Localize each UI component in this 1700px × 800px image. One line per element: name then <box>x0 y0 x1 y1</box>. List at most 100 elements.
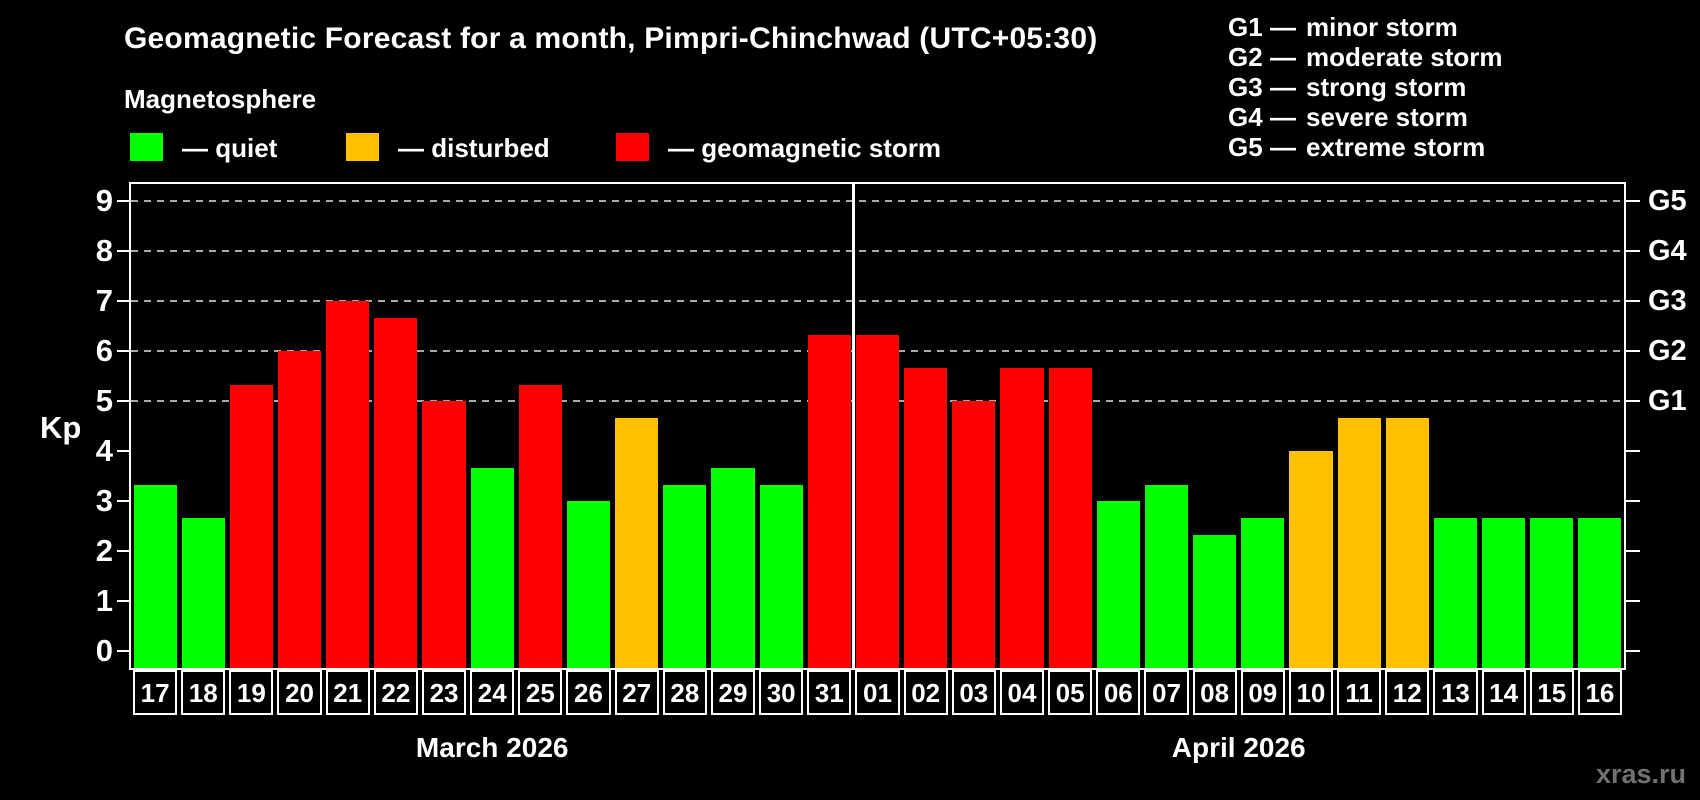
date-box-april-01: 01 <box>855 670 900 715</box>
storm-scale-row-g3: G3 — strong storm <box>1228 72 1503 102</box>
date-box-april-14: 14 <box>1481 670 1526 715</box>
storm-scale-code: G3 <box>1228 72 1263 102</box>
storm-scale-label: severe storm <box>1306 102 1468 132</box>
kp-bar-april-11 <box>1337 417 1381 668</box>
kp-bar-april-05 <box>1048 367 1092 668</box>
date-box-april-06: 06 <box>1096 670 1141 715</box>
date-box-march-30: 30 <box>759 670 804 715</box>
y-axis-tick-left-0 <box>117 650 131 652</box>
date-box-april-05: 05 <box>1048 670 1093 715</box>
g-level-label-g4: G4 <box>1648 235 1687 267</box>
kp-bar-april-08 <box>1193 534 1237 668</box>
quiet-legend-label: — quiet <box>182 133 278 163</box>
storm-scale-label: moderate storm <box>1306 42 1503 72</box>
storm-scale-dash: — <box>1270 12 1296 42</box>
date-box-march-23: 23 <box>421 670 467 715</box>
kp-bar-march-20 <box>277 351 322 668</box>
date-box-april-16: 16 <box>1577 670 1622 715</box>
date-box-march-20: 20 <box>277 670 322 715</box>
disturbed-legend-label: — disturbed <box>398 133 550 163</box>
kp-bar-april-15 <box>1530 517 1574 668</box>
y-axis-tick-left-4 <box>117 450 131 452</box>
kp-bar-april-02 <box>904 367 948 668</box>
kp-bar-april-04 <box>1000 367 1044 668</box>
kp-bar-march-29 <box>711 467 755 668</box>
date-box-march-22: 22 <box>373 670 418 715</box>
kp-bar-march-23 <box>422 401 466 668</box>
kp-bar-march-25 <box>518 384 562 668</box>
y-axis-tick-right-3 <box>1626 500 1640 502</box>
disturbed-legend-swatch <box>346 133 379 161</box>
storm-scale-dash: — <box>1270 72 1296 102</box>
magnetosphere-label: Magnetosphere <box>124 84 317 114</box>
date-box-april-08: 08 <box>1192 670 1237 715</box>
g-level-label-g3: G3 <box>1648 285 1687 317</box>
y-axis-label-7: 7 <box>95 283 113 318</box>
date-box-april-13: 13 <box>1433 670 1478 715</box>
kp-bar-march-24 <box>470 467 514 668</box>
y-axis-label-5: 5 <box>95 383 113 418</box>
kp-bar-april-10 <box>1289 451 1333 668</box>
y-axis-label-0: 0 <box>95 633 113 668</box>
y-axis-title: Kp <box>40 410 82 445</box>
kp-bar-april-09 <box>1241 517 1285 668</box>
kp-bar-april-14 <box>1482 517 1526 668</box>
y-axis-tick-right-5 <box>1626 400 1640 402</box>
storm-scale-label: extreme storm <box>1306 132 1486 162</box>
page-title: Geomagnetic Forecast for a month, Pimpri… <box>124 22 1098 55</box>
month-label-april-2026: April 2026 <box>1171 732 1306 763</box>
g-level-label-g2: G2 <box>1648 335 1687 367</box>
storm-legend-label: — geomagnetic storm <box>668 133 942 163</box>
y-axis-label-6: 6 <box>95 333 113 368</box>
storm-scale-row-g5: G5 — extreme storm <box>1228 132 1503 162</box>
month-label-march-2026: March 2026 <box>415 732 569 763</box>
storm-scale-code: G5 <box>1228 132 1263 162</box>
kp-bar-march-22 <box>374 317 418 668</box>
kp-bar-march-30 <box>759 484 803 668</box>
y-axis-tick-left-9 <box>117 200 131 202</box>
y-axis-tick-left-3 <box>117 500 131 502</box>
storm-scale-legend: G1 — minor storm G2 — moderate storm G3 … <box>1228 12 1503 162</box>
kp-bar-april-01 <box>855 334 900 668</box>
date-box-march-27: 27 <box>614 670 659 715</box>
storm-scale-dash: — <box>1270 102 1296 132</box>
y-axis-label-9: 9 <box>95 183 113 218</box>
storm-scale-dash: — <box>1270 132 1296 162</box>
y-axis-tick-right-7 <box>1626 300 1640 302</box>
y-axis-tick-left-2 <box>117 550 131 552</box>
kp-bar-april-13 <box>1433 517 1477 668</box>
date-box-april-07: 07 <box>1144 670 1189 715</box>
date-box-march-31: 31 <box>807 670 852 715</box>
y-axis-tick-left-6 <box>117 350 131 352</box>
kp-bar-march-26 <box>566 501 611 668</box>
kp-bar-march-31 <box>807 334 851 668</box>
watermark: xras.ru <box>1595 759 1686 789</box>
storm-scale-row-g4: G4 — severe storm <box>1228 102 1503 132</box>
y-axis-tick-left-7 <box>117 300 131 302</box>
storm-scale-code: G4 <box>1228 102 1263 132</box>
month-separator <box>851 184 855 668</box>
kp-bar-march-27 <box>615 417 659 668</box>
storm-scale-row-g1: G1 — minor storm <box>1228 12 1503 42</box>
storm-scale-code: G1 <box>1228 12 1263 42</box>
date-box-april-15: 15 <box>1529 670 1574 715</box>
date-box-april-04: 04 <box>999 670 1045 715</box>
g-level-label-g5: G5 <box>1648 185 1687 217</box>
date-box-march-21: 21 <box>325 670 370 715</box>
y-axis-tick-right-6 <box>1626 350 1640 352</box>
y-axis-label-1: 1 <box>95 583 113 618</box>
y-axis-tick-right-1 <box>1626 600 1640 602</box>
kp-bar-april-06 <box>1096 501 1140 668</box>
date-box-march-26: 26 <box>566 670 611 715</box>
kp-bar-april-07 <box>1144 484 1189 668</box>
y-axis-tick-left-5 <box>117 400 131 402</box>
storm-legend-swatch <box>616 133 649 161</box>
y-axis-tick-right-4 <box>1626 450 1640 452</box>
y-axis-tick-left-1 <box>117 600 131 602</box>
y-axis-label-2: 2 <box>95 533 113 568</box>
date-box-april-03: 03 <box>951 670 996 715</box>
date-box-april-10: 10 <box>1288 670 1334 715</box>
date-box-april-12: 12 <box>1385 670 1430 715</box>
y-axis-label-8: 8 <box>95 233 113 268</box>
